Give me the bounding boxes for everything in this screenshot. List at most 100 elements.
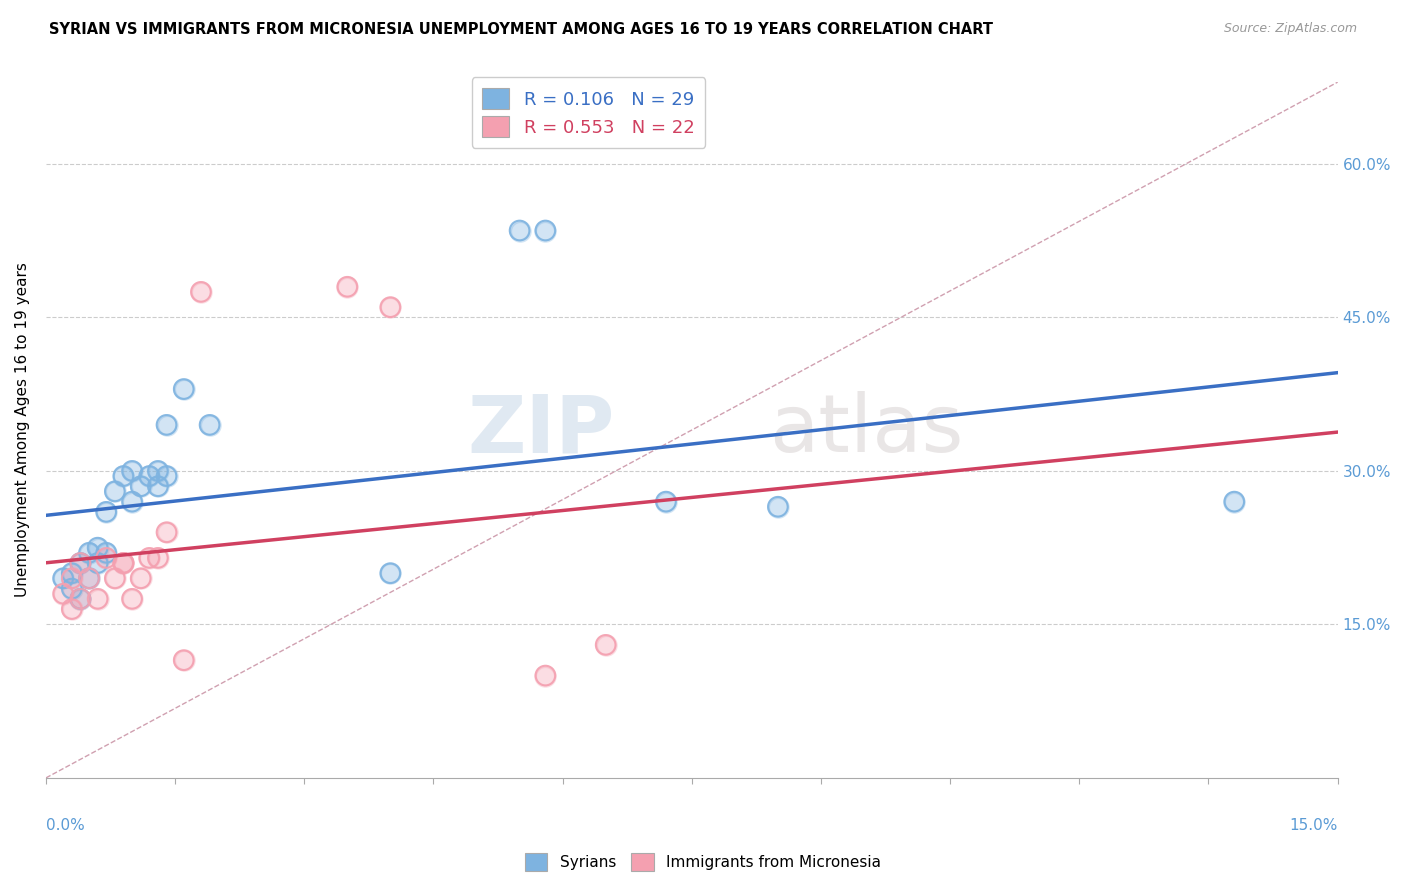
- Point: [173, 382, 195, 396]
- Point: [52, 571, 75, 585]
- Point: [146, 479, 169, 493]
- Point: [155, 469, 177, 483]
- Point: [86, 541, 108, 555]
- Point: [146, 550, 169, 565]
- Point: [146, 464, 169, 478]
- Point: [77, 571, 100, 585]
- Text: Source: ZipAtlas.com: Source: ZipAtlas.com: [1223, 22, 1357, 36]
- Point: [86, 556, 108, 570]
- Point: [138, 469, 160, 483]
- Point: [77, 571, 100, 585]
- Point: [155, 525, 177, 540]
- Point: [655, 494, 678, 508]
- Point: [104, 571, 127, 585]
- Y-axis label: Unemployment Among Ages 16 to 19 years: Unemployment Among Ages 16 to 19 years: [15, 262, 30, 598]
- Point: [60, 582, 83, 596]
- Point: [1223, 494, 1246, 508]
- Point: [509, 223, 531, 237]
- Point: [155, 525, 177, 540]
- Point: [534, 668, 557, 682]
- Point: [96, 505, 118, 519]
- Point: [60, 566, 83, 581]
- Point: [77, 571, 100, 585]
- Point: [129, 571, 152, 585]
- Point: [86, 591, 108, 606]
- Point: [155, 469, 177, 483]
- Point: [96, 546, 118, 560]
- Point: [138, 550, 160, 565]
- Point: [380, 566, 402, 581]
- Point: [766, 500, 789, 514]
- Text: SYRIAN VS IMMIGRANTS FROM MICRONESIA UNEMPLOYMENT AMONG AGES 16 TO 19 YEARS CORR: SYRIAN VS IMMIGRANTS FROM MICRONESIA UNE…: [49, 22, 993, 37]
- Point: [69, 556, 91, 570]
- Point: [112, 556, 135, 570]
- Point: [77, 546, 100, 560]
- Point: [155, 417, 177, 432]
- Text: ZIP: ZIP: [467, 391, 614, 469]
- Point: [1223, 494, 1246, 508]
- Point: [534, 223, 557, 237]
- Point: [86, 591, 108, 606]
- Point: [380, 300, 402, 314]
- Point: [112, 469, 135, 483]
- Point: [69, 556, 91, 570]
- Point: [52, 571, 75, 585]
- Point: [138, 550, 160, 565]
- Point: [112, 469, 135, 483]
- Point: [52, 587, 75, 601]
- Point: [173, 653, 195, 667]
- Point: [534, 668, 557, 682]
- Point: [121, 591, 143, 606]
- Point: [336, 279, 359, 293]
- Point: [595, 638, 617, 652]
- Legend: Syrians, Immigrants from Micronesia: Syrians, Immigrants from Micronesia: [519, 847, 887, 877]
- Point: [112, 556, 135, 570]
- Point: [655, 494, 678, 508]
- Text: 0.0%: 0.0%: [46, 818, 84, 833]
- Point: [173, 653, 195, 667]
- Point: [96, 546, 118, 560]
- Point: [60, 582, 83, 596]
- Point: [146, 464, 169, 478]
- Point: [77, 546, 100, 560]
- Point: [104, 571, 127, 585]
- Point: [69, 591, 91, 606]
- Point: [96, 505, 118, 519]
- Legend: R = 0.106   N = 29, R = 0.553   N = 22: R = 0.106 N = 29, R = 0.553 N = 22: [471, 78, 706, 148]
- Point: [190, 285, 212, 299]
- Point: [77, 571, 100, 585]
- Point: [129, 479, 152, 493]
- Point: [60, 571, 83, 585]
- Point: [121, 494, 143, 508]
- Point: [129, 571, 152, 585]
- Text: 15.0%: 15.0%: [1289, 818, 1337, 833]
- Point: [146, 479, 169, 493]
- Point: [198, 417, 221, 432]
- Point: [69, 591, 91, 606]
- Point: [60, 602, 83, 616]
- Point: [380, 300, 402, 314]
- Point: [595, 638, 617, 652]
- Point: [112, 556, 135, 570]
- Point: [121, 464, 143, 478]
- Point: [190, 285, 212, 299]
- Point: [86, 541, 108, 555]
- Point: [121, 464, 143, 478]
- Point: [69, 556, 91, 570]
- Point: [155, 417, 177, 432]
- Point: [121, 591, 143, 606]
- Point: [146, 550, 169, 565]
- Point: [198, 417, 221, 432]
- Point: [129, 479, 152, 493]
- Point: [69, 591, 91, 606]
- Point: [60, 602, 83, 616]
- Point: [96, 550, 118, 565]
- Point: [138, 469, 160, 483]
- Text: atlas: atlas: [769, 391, 963, 469]
- Point: [60, 566, 83, 581]
- Point: [104, 484, 127, 499]
- Point: [52, 587, 75, 601]
- Point: [112, 556, 135, 570]
- Point: [69, 556, 91, 570]
- Point: [121, 494, 143, 508]
